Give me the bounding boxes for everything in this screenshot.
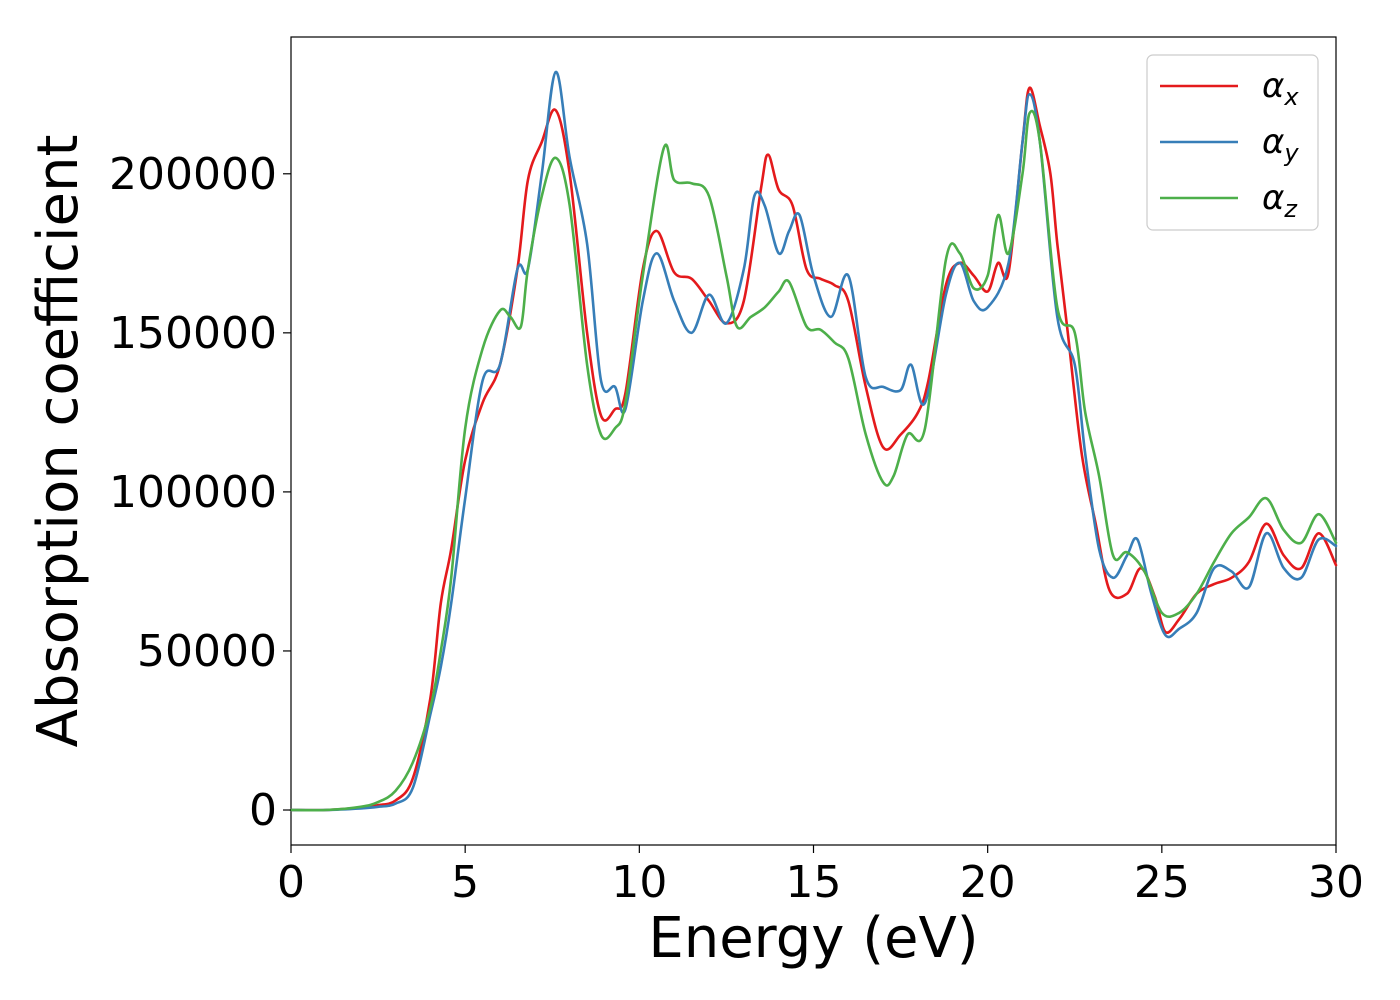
legend-label-y: αy <box>1262 122 1299 167</box>
y-axis-label: Absorption coefficient <box>26 135 91 748</box>
series-line-z <box>289 109 1338 812</box>
x-tick-label: 10 <box>611 857 667 908</box>
x-tick-label: 15 <box>786 857 842 908</box>
y-tick-label: 0 <box>249 785 277 836</box>
legend-label-x: αx <box>1262 66 1299 111</box>
series-layer <box>289 70 1338 812</box>
x-tick-label: 5 <box>451 857 479 908</box>
y-tick-label: 200000 <box>109 149 277 200</box>
y-tick-label: 150000 <box>109 308 277 359</box>
x-tick-label: 30 <box>1308 857 1364 908</box>
legend-label-z: αz <box>1262 178 1298 223</box>
y-axis-ticks: 0 50000 100000 150000 200000 <box>109 149 291 836</box>
y-tick-label: 100000 <box>109 467 277 518</box>
series-line-y <box>289 70 1338 812</box>
x-tick-label: 0 <box>277 857 305 908</box>
x-tick-label: 20 <box>960 857 1016 908</box>
x-tick-label: 25 <box>1134 857 1190 908</box>
x-axis-ticks: 0 5 10 15 20 25 30 <box>277 845 1364 908</box>
x-axis-label: Energy (eV) <box>648 906 978 971</box>
y-tick-label: 50000 <box>137 626 277 677</box>
legend: αx αy αz <box>1146 54 1319 231</box>
